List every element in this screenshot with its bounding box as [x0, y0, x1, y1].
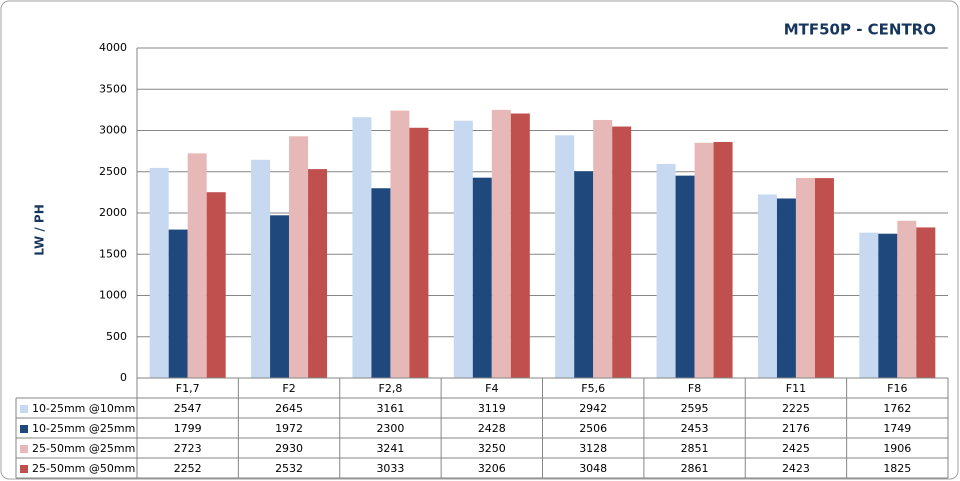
- y-tick-label: 2000: [99, 206, 127, 219]
- y-tick-label: 0: [120, 371, 127, 384]
- legend-label: 10-25mm @25mm: [32, 422, 135, 435]
- bar: [713, 141, 733, 378]
- table-value: 2645: [275, 402, 303, 415]
- bar: [206, 192, 226, 378]
- bar: [776, 198, 796, 378]
- table-value: 2425: [782, 442, 810, 455]
- table-value: 2595: [681, 402, 709, 415]
- table-value: 2423: [782, 462, 810, 475]
- bar: [757, 194, 777, 378]
- table-value: 2252: [174, 462, 202, 475]
- bar: [289, 136, 309, 378]
- x-tick-label: F16: [887, 382, 907, 395]
- bar: [390, 110, 410, 379]
- table-value: 2851: [681, 442, 709, 455]
- bar: [878, 233, 898, 378]
- table-value: 2547: [174, 402, 202, 415]
- bar: [371, 188, 391, 378]
- bar: [574, 171, 594, 378]
- x-tick-label: F2: [282, 382, 295, 395]
- bar: [491, 109, 511, 378]
- bar: [675, 175, 695, 378]
- bar: [612, 126, 632, 378]
- x-tick-label: F8: [688, 382, 701, 395]
- table-value: 1825: [883, 462, 911, 475]
- table-value: 2225: [782, 402, 810, 415]
- y-tick-label: 500: [106, 330, 127, 343]
- table-value: 2506: [579, 422, 607, 435]
- table-value: 3161: [376, 402, 404, 415]
- bar: [555, 135, 575, 378]
- chart-title: MTF50P - CENTRO: [784, 21, 936, 39]
- table-value: 3250: [478, 442, 506, 455]
- table-value: 2723: [174, 442, 202, 455]
- legend-label: 25-50mm @50mm: [32, 462, 135, 475]
- x-tick-label: F11: [786, 382, 806, 395]
- bar: [656, 163, 676, 378]
- bar: [308, 169, 328, 378]
- y-tick-label: 1000: [99, 289, 127, 302]
- table-value: 1799: [174, 422, 202, 435]
- x-tick-label: F4: [485, 382, 498, 395]
- y-tick-label: 1500: [99, 247, 127, 260]
- bar: [168, 229, 188, 378]
- table-value: 3128: [579, 442, 607, 455]
- bar: [352, 117, 372, 378]
- table-value: 1906: [883, 442, 911, 455]
- table-value: 1749: [883, 422, 911, 435]
- legend-swatch: [20, 465, 28, 473]
- x-tick-label: F1,7: [176, 382, 200, 395]
- table-value: 3206: [478, 462, 506, 475]
- legend-swatch: [20, 445, 28, 453]
- table-value: 1972: [275, 422, 303, 435]
- legend-label: 10-25mm @10mm: [32, 402, 135, 415]
- bar: [251, 159, 271, 378]
- bar: [149, 167, 169, 378]
- table-value: 2942: [579, 402, 607, 415]
- bar: [814, 178, 834, 378]
- y-tick-label: 2500: [99, 165, 127, 178]
- table-value: 2861: [681, 462, 709, 475]
- bar: [859, 232, 879, 378]
- table-value: 2176: [782, 422, 810, 435]
- y-axis-label: LW / PH: [33, 204, 47, 256]
- bar: [270, 215, 290, 378]
- y-tick-label: 3000: [99, 124, 127, 137]
- bar: [510, 113, 530, 378]
- legend-swatch: [20, 425, 28, 433]
- x-tick-label: F5,6: [581, 382, 605, 395]
- bar: [916, 227, 936, 378]
- table-value: 2428: [478, 422, 506, 435]
- table-value: 2453: [681, 422, 709, 435]
- bar: [593, 119, 613, 378]
- y-tick-label: 3500: [99, 82, 127, 95]
- y-tick-label: 4000: [99, 41, 127, 54]
- table-value: 3241: [376, 442, 404, 455]
- bar: [795, 177, 815, 378]
- bar: [409, 127, 429, 378]
- legend-label: 25-50mm @25mm: [32, 442, 135, 455]
- legend-swatch: [20, 405, 28, 413]
- bar: [453, 120, 473, 379]
- table-value: 2930: [275, 442, 303, 455]
- table-value: 1762: [883, 402, 911, 415]
- bar: [472, 177, 492, 378]
- table-value: 2532: [275, 462, 303, 475]
- x-tick-label: F2,8: [379, 382, 403, 395]
- table-value: 3033: [376, 462, 404, 475]
- bar: [694, 142, 714, 378]
- table-value: 2300: [376, 422, 404, 435]
- bar: [187, 153, 207, 378]
- table-value: 3048: [579, 462, 607, 475]
- table-value: 3119: [478, 402, 506, 415]
- bar: [897, 220, 917, 378]
